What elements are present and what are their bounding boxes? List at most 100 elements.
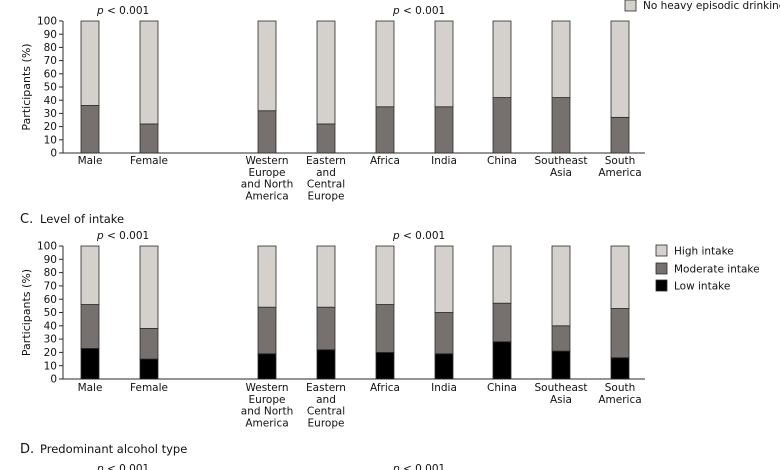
- p-value: < 0.001: [104, 5, 150, 17]
- bar-segment: [316, 349, 336, 380]
- y-tick-label: 60: [44, 68, 57, 80]
- bar-segment: [492, 20, 512, 98]
- bar-segment: [257, 353, 277, 380]
- category-label: Europe: [308, 190, 345, 202]
- p-value: < 0.001: [104, 230, 150, 242]
- category-label: Africa: [370, 155, 400, 167]
- bar-segment: [551, 325, 571, 352]
- bar-segment: [434, 353, 454, 380]
- bar-segment: [492, 341, 512, 380]
- category-label: Southeast: [535, 155, 588, 167]
- y-tick-label: 80: [44, 42, 57, 54]
- p-value: < 0.001: [104, 463, 150, 470]
- legend-label: Moderate intake: [674, 264, 760, 276]
- category-label: America: [598, 167, 641, 179]
- category-label: South: [605, 155, 636, 167]
- bar-segment: [139, 123, 159, 154]
- category-label: Europe: [249, 394, 286, 406]
- bar-segment: [434, 312, 454, 355]
- category-label: India: [431, 155, 457, 167]
- bar-segment: [492, 302, 512, 343]
- y-tick-label: 90: [44, 29, 57, 41]
- bar-segment: [551, 245, 571, 327]
- y-tick-label: 80: [44, 267, 57, 279]
- category-label: Asia: [550, 167, 572, 179]
- p-symbol: p: [392, 463, 400, 470]
- category-label: and: [316, 167, 336, 179]
- category-label: Male: [78, 382, 103, 394]
- bar-segment: [80, 348, 100, 380]
- y-tick-label: 100: [37, 16, 57, 28]
- category-label: Central: [307, 406, 345, 418]
- category-label: Western: [245, 155, 288, 167]
- bar-segment: [551, 97, 571, 154]
- bar-segment: [375, 245, 395, 305]
- p-value: < 0.001: [400, 5, 446, 17]
- category-label: Eastern: [306, 382, 346, 394]
- y-tick-label: 60: [44, 294, 57, 306]
- bar-segment: [80, 105, 100, 154]
- category-label: and: [316, 394, 336, 406]
- y-tick-label: 50: [44, 307, 57, 319]
- p-value-annotation: p < 0.001: [96, 5, 149, 17]
- category-label: America: [598, 394, 641, 406]
- category-label: and North: [241, 406, 293, 418]
- category-label: Europe: [249, 167, 286, 179]
- category-label: and North: [241, 179, 293, 191]
- y-tick-label: 70: [44, 55, 57, 67]
- legend-label: No heavy episodic drinking: [643, 0, 780, 12]
- category-label: South: [605, 382, 636, 394]
- y-axis-title: Participants (%): [20, 43, 33, 130]
- category-label: Male: [78, 155, 103, 167]
- legend-swatch: [655, 279, 668, 292]
- y-tick-label: 40: [44, 320, 57, 332]
- bar-segment: [492, 245, 512, 304]
- bar-segment: [139, 358, 159, 380]
- bar-segment: [610, 20, 630, 118]
- panel-title: Predominant alcohol type: [40, 442, 187, 456]
- p-value-annotation: p < 0.001: [392, 463, 445, 470]
- bar-segment: [434, 245, 454, 313]
- bar-segment: [316, 123, 336, 154]
- panel-letter: D.: [20, 442, 34, 457]
- bar-segment: [375, 304, 395, 353]
- bar-segment: [80, 20, 100, 106]
- y-tick-label: 10: [44, 360, 57, 372]
- panel-title: Level of intake: [40, 212, 124, 226]
- y-tick-label: 10: [44, 134, 57, 146]
- bar-segment: [316, 20, 336, 125]
- category-label: Asia: [550, 394, 572, 406]
- category-label: Western: [245, 382, 288, 394]
- bar-segment: [257, 20, 277, 112]
- bar-segment: [375, 106, 395, 154]
- category-label: Female: [130, 155, 168, 167]
- p-symbol: p: [96, 5, 104, 17]
- category-label: India: [431, 382, 457, 394]
- p-value: < 0.001: [400, 230, 446, 242]
- category-label: China: [487, 155, 517, 167]
- y-tick-label: 70: [44, 281, 57, 293]
- bar-segment: [139, 245, 159, 329]
- bar-segment: [316, 306, 336, 351]
- y-tick-label: 100: [37, 241, 57, 253]
- category-label: Central: [307, 179, 345, 191]
- bar-segment: [610, 357, 630, 380]
- p-value-annotation: p < 0.001: [392, 5, 445, 17]
- legend-swatch: [655, 262, 668, 275]
- bar-segment: [610, 308, 630, 359]
- category-label: Female: [130, 382, 168, 394]
- p-symbol: p: [96, 463, 104, 470]
- y-tick-label: 0: [50, 374, 57, 386]
- bar-segment: [257, 245, 277, 308]
- bar-segment: [257, 110, 277, 154]
- legend-label: Low intake: [674, 281, 730, 293]
- panel-letter: C.: [20, 212, 33, 227]
- bar-segment: [80, 245, 100, 305]
- bar-segment: [551, 20, 571, 98]
- category-label: China: [487, 382, 517, 394]
- bar-segment: [257, 306, 277, 355]
- bar-segment: [316, 245, 336, 308]
